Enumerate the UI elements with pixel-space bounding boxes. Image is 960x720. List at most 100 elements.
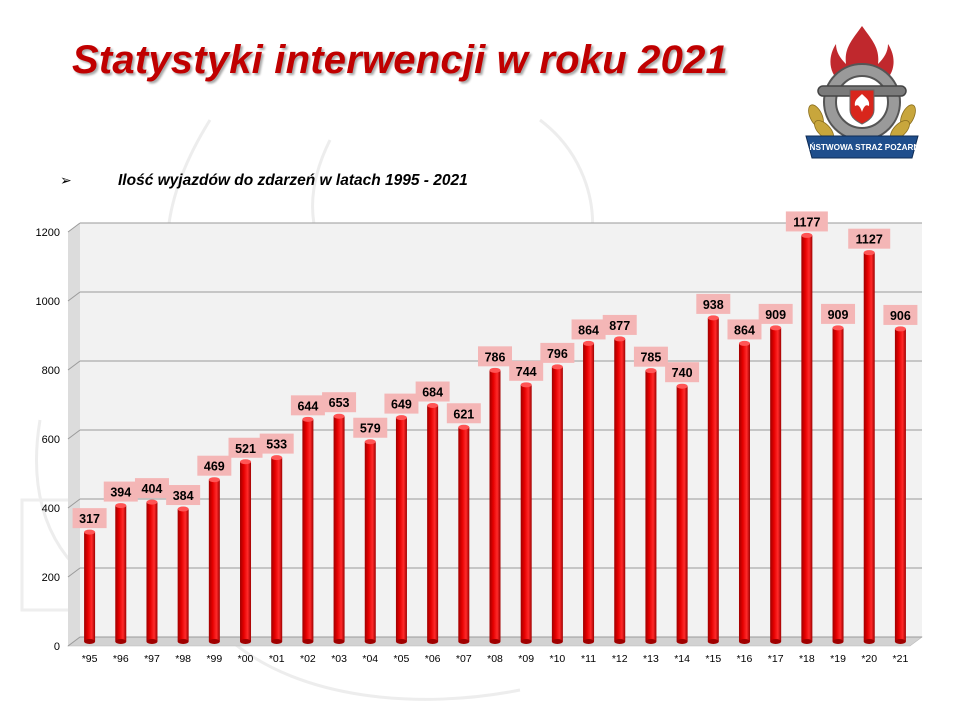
gridline-depth bbox=[67, 636, 81, 647]
bar-base bbox=[520, 639, 532, 644]
bar-base bbox=[427, 639, 439, 644]
bar-base bbox=[333, 639, 345, 644]
bar-top bbox=[240, 459, 252, 465]
data-label-box bbox=[883, 304, 918, 325]
bar-top bbox=[894, 326, 906, 332]
x-tick-label: *95 bbox=[82, 653, 98, 665]
data-label: 864 bbox=[734, 323, 755, 337]
chart-subtitle: Ilość wyjazdów do zdarzeń w latach 1995 … bbox=[118, 172, 468, 189]
bar bbox=[676, 386, 688, 642]
bar-top bbox=[863, 250, 875, 256]
bar-base bbox=[302, 639, 314, 644]
bar-top bbox=[115, 503, 127, 509]
bar-base bbox=[707, 639, 719, 644]
bar bbox=[240, 461, 252, 642]
bar bbox=[614, 338, 626, 642]
bar-base bbox=[364, 639, 376, 644]
bar-base bbox=[177, 639, 189, 644]
data-label-box bbox=[696, 293, 731, 314]
bar-top bbox=[146, 499, 158, 505]
data-label-box bbox=[571, 319, 606, 340]
x-tick-label: *02 bbox=[300, 653, 316, 665]
data-label: 744 bbox=[516, 365, 537, 379]
bar-top bbox=[520, 382, 532, 388]
bar-base bbox=[115, 639, 127, 644]
x-tick-label: *12 bbox=[612, 653, 628, 665]
data-label: 317 bbox=[79, 512, 100, 526]
bar bbox=[801, 235, 813, 642]
bars bbox=[84, 232, 906, 644]
bar-top bbox=[177, 506, 189, 512]
bar bbox=[645, 370, 657, 642]
bar-base bbox=[458, 639, 470, 644]
x-tick-label: *17 bbox=[768, 653, 784, 665]
bar-top bbox=[738, 340, 750, 346]
x-tick-label: *06 bbox=[425, 653, 441, 665]
x-tick-label: *15 bbox=[705, 653, 721, 665]
bar-base bbox=[146, 639, 158, 644]
data-label-box bbox=[478, 346, 512, 367]
bar bbox=[302, 419, 314, 642]
data-label-box bbox=[665, 362, 700, 383]
data-label-box bbox=[727, 319, 762, 340]
bar-top bbox=[645, 368, 657, 374]
data-label-box bbox=[290, 395, 325, 416]
y-axis-ticks: 0 200 400 600 800 1000 1200 bbox=[36, 227, 60, 653]
x-tick-label: *00 bbox=[238, 653, 254, 665]
bar bbox=[115, 505, 127, 642]
grid-lines bbox=[67, 222, 922, 647]
data-label: 877 bbox=[609, 319, 630, 333]
bar-base bbox=[863, 639, 875, 644]
data-label: 394 bbox=[110, 486, 131, 500]
x-tick-label: *03 bbox=[331, 653, 347, 665]
y-tick-label: 1200 bbox=[36, 227, 60, 239]
arrow-bullet-icon: ➢ bbox=[60, 173, 72, 189]
data-label: 684 bbox=[422, 386, 443, 400]
bar-top bbox=[676, 383, 688, 389]
gridline-depth bbox=[67, 291, 81, 302]
x-tick-label: *05 bbox=[394, 653, 410, 665]
data-label-box bbox=[633, 346, 668, 367]
bar bbox=[489, 370, 501, 642]
bar bbox=[707, 317, 719, 642]
y-tick-label: 600 bbox=[42, 434, 60, 446]
slide-title: Statystyki interwencji w roku 2021 bbox=[72, 38, 728, 82]
x-axis-ticks: *95 *96 *97 *98 *99 *00 *01 *02 *03 *04 *05 *06 *07 *… bbox=[82, 653, 909, 665]
y-tick-label: 1000 bbox=[36, 296, 60, 308]
data-label-box bbox=[353, 417, 388, 438]
x-tick-label: *99 bbox=[206, 653, 222, 665]
bar-top bbox=[551, 364, 563, 370]
x-tick-label: *96 bbox=[113, 653, 129, 665]
bar-top bbox=[333, 413, 345, 419]
data-label: 740 bbox=[672, 366, 693, 380]
x-tick-label: *98 bbox=[175, 653, 191, 665]
bar-base bbox=[801, 639, 813, 644]
bar bbox=[364, 441, 376, 642]
bar-top bbox=[364, 439, 376, 445]
bar bbox=[520, 384, 532, 642]
data-label-box bbox=[166, 485, 201, 506]
bar bbox=[333, 416, 345, 642]
data-label: 384 bbox=[173, 489, 194, 503]
x-tick-label: *04 bbox=[362, 653, 378, 665]
subtitle-row: ➢ Ilość wyjazdów do zdarzeń w latach 199… bbox=[60, 172, 468, 190]
gridline-depth bbox=[67, 360, 81, 371]
data-label-box bbox=[72, 508, 107, 529]
bar-top bbox=[395, 415, 407, 421]
bar bbox=[84, 532, 96, 642]
data-label: 1177 bbox=[793, 215, 820, 229]
bar bbox=[894, 328, 906, 642]
data-label-box bbox=[758, 303, 793, 324]
bar-top bbox=[770, 325, 782, 331]
data-label-box bbox=[134, 478, 169, 499]
data-label: 533 bbox=[266, 438, 287, 452]
x-tick-label: *21 bbox=[893, 653, 909, 665]
x-tick-label: *97 bbox=[144, 653, 160, 665]
gridline-depth bbox=[67, 222, 81, 233]
data-label: 796 bbox=[547, 347, 568, 361]
bar-top bbox=[458, 424, 470, 430]
bar-top bbox=[84, 529, 96, 535]
data-label: 786 bbox=[485, 350, 506, 364]
data-label: 864 bbox=[578, 323, 599, 337]
